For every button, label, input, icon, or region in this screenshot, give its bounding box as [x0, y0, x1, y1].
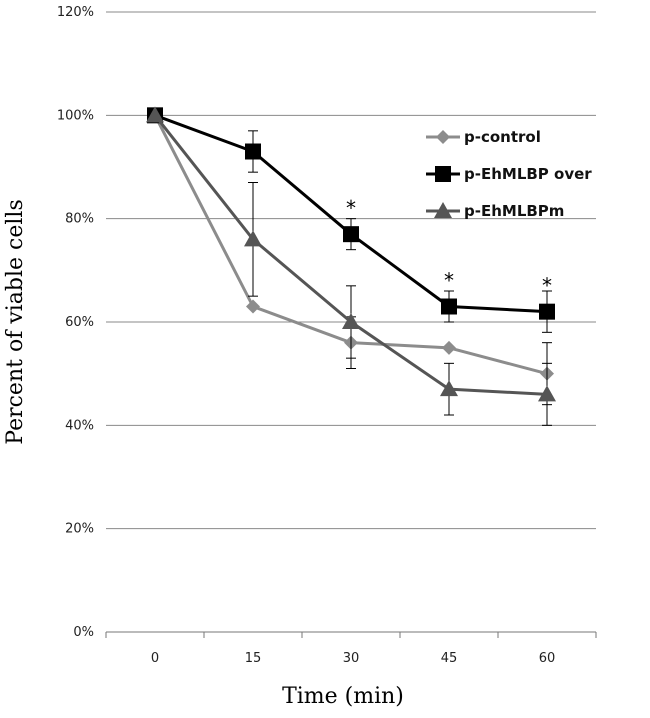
y-tick-label: 80% — [65, 212, 94, 227]
legend-label: p-control — [464, 128, 541, 146]
data-point — [538, 385, 556, 402]
y-tick-label: 0% — [73, 625, 94, 640]
data-point — [246, 299, 260, 314]
annotations: * * * — [346, 196, 552, 297]
x-axis-title: Time (min) — [282, 684, 404, 709]
data-point — [244, 230, 262, 247]
data-point — [146, 106, 164, 123]
x-axis-ticks: 0 15 30 45 60 — [105, 632, 597, 666]
y-axis-ticks: 0% 20% 40% 60% 80% 100% 120% — [57, 5, 94, 640]
data-point — [539, 303, 555, 320]
data-point — [442, 340, 456, 355]
data-point — [440, 380, 458, 397]
legend-label: p-EhMLBPm — [464, 202, 564, 220]
x-tick-label: 30 — [343, 651, 360, 666]
y-tick-label: 20% — [65, 522, 94, 537]
x-tick-label: 15 — [245, 651, 262, 666]
y-tick-label: 100% — [57, 108, 94, 123]
y-tick-label: 60% — [65, 315, 94, 330]
legend-item: p-EhMLBPm — [426, 202, 564, 220]
legend-item: p-control — [426, 128, 541, 146]
y-tick-label: 40% — [65, 418, 94, 433]
data-point — [343, 226, 359, 243]
significance-marker: * — [444, 269, 454, 293]
data-point — [441, 298, 457, 315]
gridlines — [106, 11, 596, 530]
y-axis-title: Percent of viable cells — [3, 199, 28, 445]
x-tick-label: 60 — [539, 651, 556, 666]
x-tick-label: 45 — [441, 651, 458, 666]
legend-item: p-EhMLBP over — [426, 165, 592, 183]
data-point — [245, 143, 261, 160]
data-point — [342, 313, 360, 329]
series-p-ehmlbp-over — [147, 107, 555, 333]
legend: p-control p-EhMLBP over p-EhMLBPm — [426, 128, 592, 220]
x-tick-label: 0 — [151, 651, 159, 666]
series-p-ehmlbpm — [146, 106, 556, 426]
series-layer — [146, 106, 556, 426]
legend-marker — [435, 166, 451, 182]
legend-marker — [436, 130, 450, 144]
series-p-control — [148, 108, 554, 406]
legend-label: p-EhMLBP over — [464, 165, 592, 183]
legend-marker — [434, 202, 452, 218]
y-tick-label: 120% — [57, 5, 94, 20]
significance-marker: * — [346, 196, 356, 220]
significance-marker: * — [542, 274, 552, 298]
